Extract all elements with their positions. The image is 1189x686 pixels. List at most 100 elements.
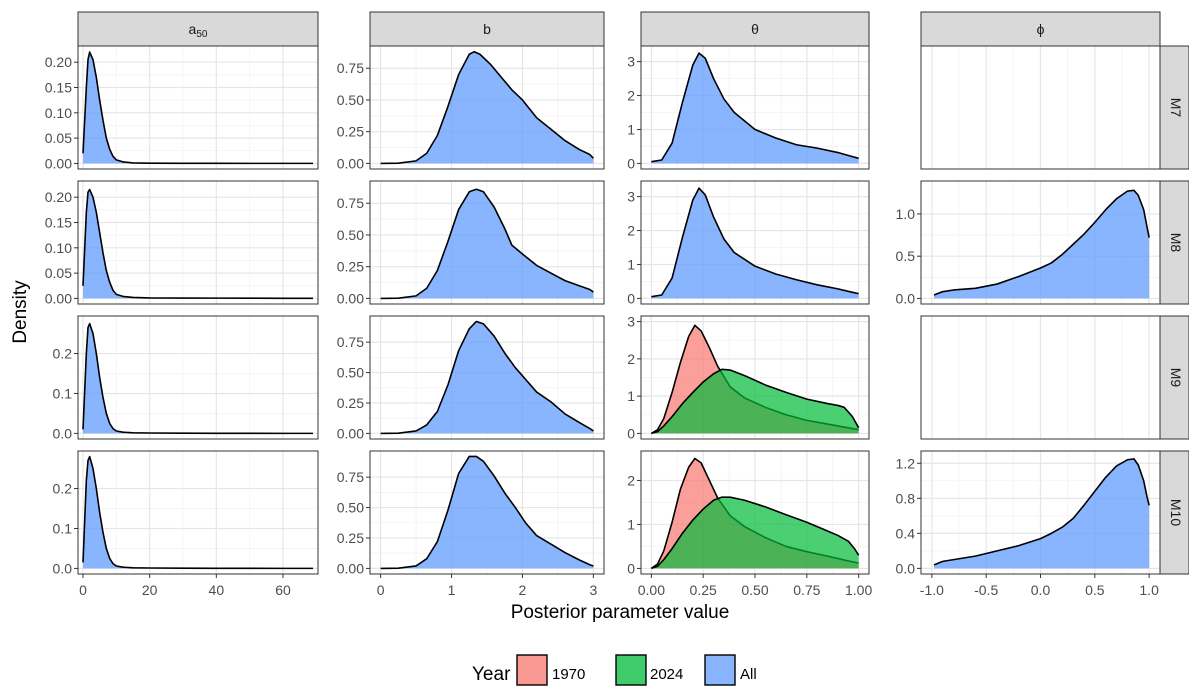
row-strip [1159,45,1189,170]
y-tick-label: 0.20 [45,54,72,70]
density-area-All [83,323,313,434]
panel-background [78,181,318,304]
y-tick-label: 0.25 [337,124,364,140]
panel-M8-θ: 0 1 2 3 [627,180,870,306]
row-strip-label: M7 [1168,98,1184,118]
panel-M7-a50: 0.00 0.05 0.10 0.15 0.20 [45,45,319,171]
column-strip-label: ϕ [1037,21,1045,37]
density-line-All [82,322,313,435]
density-line-2024 [651,496,860,570]
y-tick-label: 0 [627,290,635,306]
panel-M10-ϕ: 0.0 0.4 0.8 1.2 -1.0 -0.5 0.0 0.5 1.0 [896,450,1161,598]
panel-M8-a50: 0.00 0.05 0.10 0.15 0.20 [45,180,319,306]
facet-panels: 0.000.050.100.150.200.000.250.500.750123… [45,45,1161,598]
column-strip-label: θ [751,21,759,37]
density-area-All [651,188,859,299]
panel-border [369,180,605,305]
panel-M8-ϕ: 0.0 0.5 1.0 [896,180,1161,306]
panel-border [369,450,605,575]
y-tick-label: 3 [627,314,635,330]
panel-M10-a50: 0.0 0.1 0.2 0 20 40 60 [53,450,319,598]
density-area-All [380,51,594,164]
y-tick-label: 0.0 [53,425,73,441]
legend-label-All: All [740,666,757,683]
legend-key-All [704,654,736,686]
y-tick-label: 3 [627,189,635,205]
y-tick-label: 0.00 [337,290,364,306]
panel-M9-a50: 0.0 0.1 0.2 [53,315,319,441]
density-line-All [380,455,594,570]
density-line-All [380,50,594,165]
panel-M9-ϕ [920,315,1161,440]
y-tick-label: 0 [627,560,635,576]
density-area-All [83,52,313,164]
panel-border [77,315,319,440]
y-tick-label: 0.50 [337,227,364,243]
x-tick-label: 1 [448,582,456,598]
y-tick-label: 1 [627,516,635,532]
column-strip-label: b [483,21,491,37]
y-tick-label: 0.05 [45,130,72,146]
column-strip [77,11,319,47]
y-tick-label: 2 [627,351,635,367]
panel-border [77,450,319,575]
panel-M7-b: 0.00 0.25 0.50 0.75 [337,45,605,171]
column-strip [640,11,870,47]
y-tick-label: 0.00 [337,560,364,576]
x-tick-label: 1.00 [845,582,872,598]
legend: Year 1970 2024 All [472,654,757,686]
y-tick-label: 1 [627,388,635,404]
y-tick-label: 0.75 [337,60,364,76]
density-area-All [934,458,1150,569]
density-area-All [380,456,594,569]
x-tick-label: 40 [209,582,225,598]
y-tick-label: 0.10 [45,105,72,121]
column-strip [369,11,605,47]
x-tick-label: 0.00 [638,582,665,598]
density-area-All [380,321,594,434]
row-strip-label: M9 [1168,368,1184,388]
y-tick-label: 0.8 [896,490,916,506]
x-tick-label: 0.5 [1085,582,1105,598]
density-area-2024 [651,497,859,569]
density-line-All [82,188,314,300]
x-tick-label: 0.75 [793,582,820,598]
y-tick-label: 0.1 [53,385,73,401]
x-tick-label: 2 [519,582,527,598]
density-line-All [380,188,594,300]
legend-key-1970 [516,654,548,686]
panel-M7-ϕ [920,45,1161,170]
y-tick-label: 1 [627,256,635,272]
column-strip [920,11,1161,47]
density-line-All [651,52,859,163]
y-tick-label: 0.75 [337,334,364,350]
y-axis-label: Density [10,280,31,344]
y-tick-label: 1 [627,121,635,137]
y-tick-label: 0 [627,155,635,171]
x-tick-label: 0.25 [690,582,717,598]
x-tick-label: 1.0 [1139,582,1159,598]
y-tick-label: 2 [627,223,635,239]
x-tick-label: 20 [142,582,158,598]
y-tick-label: 0.00 [45,290,72,306]
column-strip-label: a50 [189,21,208,40]
density-area-All [83,456,313,569]
y-tick-label: 2 [627,88,635,104]
x-tick-label: -1.0 [920,582,944,598]
density-line-2024 [651,368,860,435]
y-tick-label: 0.25 [337,259,364,275]
x-tick-label: 0.0 [1031,582,1051,598]
density-area-All [651,53,859,164]
y-tick-label: 0.2 [53,481,73,497]
y-tick-label: 0.05 [45,265,72,281]
y-tick-label: 0.50 [337,92,364,108]
panel-M7-θ: 0 1 2 3 [627,45,870,171]
x-tick-label: 3 [589,582,597,598]
y-tick-label: 0.0 [896,560,916,576]
x-tick-label: 0.50 [741,582,768,598]
row-strip [1159,180,1189,305]
legend-label-2024: 2024 [650,666,683,683]
density-area-All [380,189,594,299]
density-line-All [933,189,1150,296]
